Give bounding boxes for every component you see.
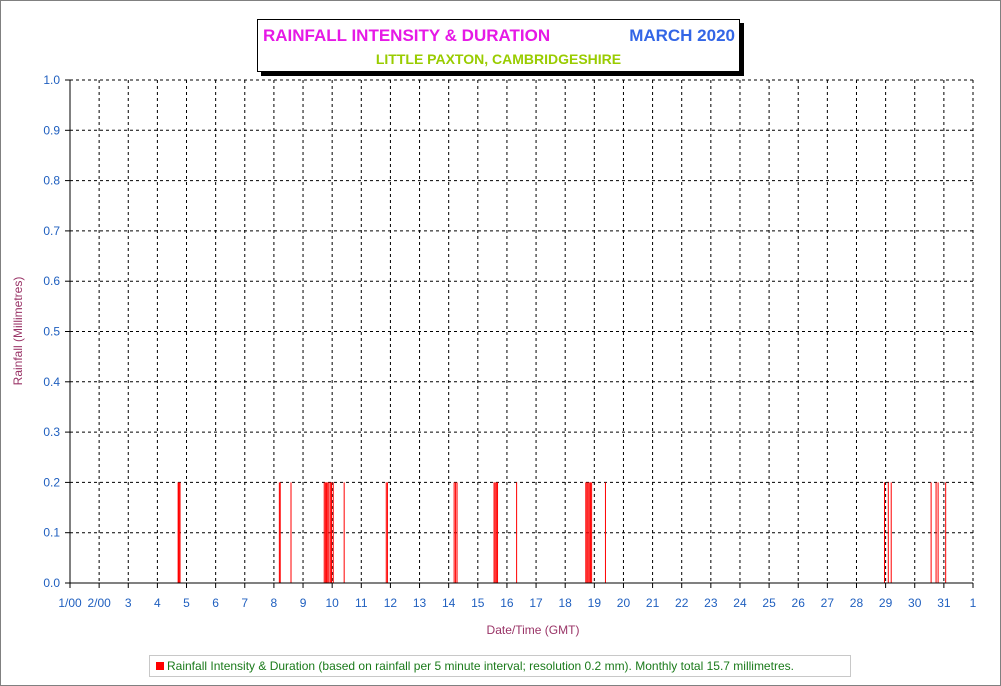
x-axis-title: Date/Time (GMT) (487, 623, 580, 637)
rainfall-bar (179, 482, 181, 583)
rainfall-bar (945, 482, 947, 583)
x-tick-label: 30 (908, 596, 922, 610)
chart-subtitle: LITTLE PAXTON, CAMBRIDGESHIRE (375, 51, 622, 67)
rainfall-bar (585, 482, 587, 583)
rainfall-bar (330, 482, 332, 583)
x-tick-label: 20 (617, 596, 631, 610)
x-tick-label: 28 (850, 596, 864, 610)
rainfall-bar (591, 482, 593, 583)
axes (65, 79, 974, 588)
rainfall-bar (385, 482, 387, 583)
tick-labels: 0.0 0.1 0.2 0.3 0.4 0.5 0.6 0.7 0.8 0.9 1.0 1/00 2/0… (43, 73, 976, 610)
rainfall-bar (588, 482, 590, 583)
x-tick-label: 5 (183, 596, 190, 610)
x-tick-label: 14 (442, 596, 456, 610)
rainfall-bar (453, 482, 455, 583)
rainfall-bar (586, 482, 588, 583)
rainfall-bar (937, 482, 939, 583)
x-tick-label: 8 (271, 596, 278, 610)
title-box: RAINFALL INTENSITY & DURATION MARCH 2020… (257, 19, 740, 72)
x-tick-label: 22 (675, 596, 689, 610)
grid (70, 79, 974, 583)
x-tick-label: 4 (154, 596, 161, 610)
legend-label: Rainfall Intensity & Duration (based on … (167, 659, 794, 673)
x-tick-label: 26 (792, 596, 806, 610)
y-axis-title: Rainfall (Millimetres) (11, 277, 25, 386)
x-tick-label: 3 (125, 596, 132, 610)
rainfall-bar (324, 482, 326, 583)
x-tick-label: 1/00 (58, 596, 82, 610)
rainfall-bar (323, 482, 325, 583)
x-tick-label: 24 (733, 596, 747, 610)
chart-title: RAINFALL INTENSITY & DURATION (263, 26, 551, 45)
y-tick-label: 0.6 (43, 274, 60, 288)
x-tick-label: 23 (704, 596, 718, 610)
x-tick-label: 2/00 (87, 596, 111, 610)
x-tick-label: 16 (500, 596, 514, 610)
x-tick-label: 7 (241, 596, 248, 610)
rainfall-bar (455, 482, 457, 583)
x-tick-label: 19 (588, 596, 602, 610)
rainfall-bar (343, 482, 345, 583)
x-tick-label: 18 (559, 596, 573, 610)
y-tick-label: 0.5 (43, 325, 60, 339)
rainfall-bar (290, 482, 292, 583)
rainfall-bar (890, 482, 892, 583)
x-tick-label: 27 (821, 596, 835, 610)
x-tick-label: 11 (355, 596, 368, 610)
rainfall-bar (279, 482, 281, 583)
x-tick-label: 17 (529, 596, 543, 610)
x-tick-label: 13 (413, 596, 427, 610)
rainfall-bar (884, 482, 886, 583)
rainfall-bar (495, 482, 497, 583)
rainfall-bar (386, 482, 388, 583)
legend: Rainfall Intensity & Duration (based on … (149, 655, 851, 677)
y-tick-label: 0.8 (43, 174, 60, 188)
x-tick-label: 31 (937, 596, 951, 610)
rainfall-bar (494, 482, 496, 583)
rainfall-bar (604, 482, 606, 583)
y-tick-label: 0.9 (43, 123, 60, 137)
bars (177, 482, 947, 583)
rainfall-bar (328, 482, 330, 583)
x-tick-label: 1 (970, 596, 977, 610)
x-tick-label: 21 (646, 596, 660, 610)
x-tick-label: 10 (325, 596, 339, 610)
x-tick-label: 9 (300, 596, 307, 610)
rainfall-bar (456, 482, 458, 583)
rainfall-bar (329, 482, 331, 583)
y-tick-label: 1.0 (43, 73, 60, 87)
x-tick-label: 29 (879, 596, 893, 610)
y-tick-label: 0.3 (43, 425, 60, 439)
rainfall-bar (327, 482, 329, 583)
y-tick-label: 0.7 (43, 224, 60, 238)
y-tick-label: 0.2 (43, 475, 60, 489)
rainfall-bar (332, 482, 334, 583)
chart-title-date: MARCH 2020 (629, 26, 735, 45)
x-tick-label: 15 (471, 596, 485, 610)
y-tick-label: 0.4 (43, 375, 60, 389)
x-tick-label: 6 (212, 596, 219, 610)
rainfall-bar (935, 482, 937, 583)
x-tick-label: 12 (384, 596, 398, 610)
rainfall-bar (493, 482, 495, 583)
y-tick-label: 0.1 (43, 526, 60, 540)
rainfall-bar (326, 482, 328, 583)
rainfall-bar (887, 482, 889, 583)
legend-swatch (156, 662, 164, 670)
rainfall-bar (497, 482, 499, 583)
rainfall-bar (930, 482, 932, 583)
rainfall-bar (177, 482, 180, 583)
y-tick-label: 0.0 (43, 576, 60, 590)
x-tick-label: 25 (762, 596, 776, 610)
rainfall-bar (589, 482, 591, 583)
rainfall-bar (587, 482, 589, 583)
rainfall-bar (278, 482, 280, 583)
rainfall-bar (516, 482, 518, 583)
